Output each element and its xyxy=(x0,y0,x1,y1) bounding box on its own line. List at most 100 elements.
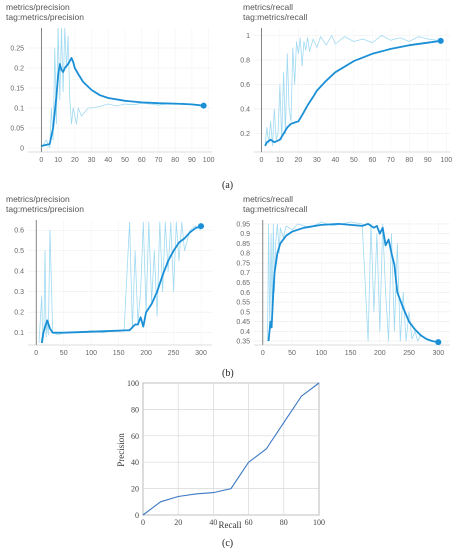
chart-3-ytick-label: 0.35 xyxy=(236,339,250,346)
chart-2-ytick-label: 0.5 xyxy=(14,248,24,255)
chart-3-xtick-label: 200 xyxy=(374,350,386,357)
chart-3-ytick-label: 0.75 xyxy=(236,260,250,267)
chart-a-precision-title: metrics/precision xyxy=(6,2,70,12)
chart-b-precision-title: metrics/precision xyxy=(6,194,70,204)
chart-b-recall-subtitle: tag:metrics/recall xyxy=(243,204,307,214)
chart-1-xtick-label: 100 xyxy=(440,157,452,164)
subfigure-label-c: (c) xyxy=(222,538,233,549)
chart-0-ytick-label: 0 xyxy=(20,146,24,153)
chart-2-ytick-label: 0.4 xyxy=(14,269,24,276)
chart-3-ytick-label: 0.55 xyxy=(236,300,250,307)
subfigure-label-b: (b) xyxy=(222,368,234,379)
chart-2-xtick-label: 200 xyxy=(140,350,152,357)
chart-0-last-point-marker xyxy=(200,102,207,109)
chart-2-xtick-label: 300 xyxy=(195,350,207,357)
chart-1-smoothed-line xyxy=(264,40,441,147)
chart-c-frame xyxy=(142,382,320,516)
chart-0-xtick-label: 80 xyxy=(171,157,179,164)
chart-1-xtick-label: 10 xyxy=(276,157,284,164)
chart-3-ytick-label: 0.65 xyxy=(236,280,250,287)
chart-0-xtick-label: 10 xyxy=(54,157,62,164)
chart-3-ytick-label: 0.8 xyxy=(240,251,250,258)
chart-3-ytick-label: 0.5 xyxy=(240,309,250,316)
chart-c-xtick-label: 0 xyxy=(141,518,145,527)
chart-0-ytick-label: 0.2 xyxy=(14,66,24,73)
chart-c-ytick-label: 80 xyxy=(131,405,139,414)
chart-2-xtick-label: 250 xyxy=(168,350,180,357)
chart-3-xtick-label: 300 xyxy=(432,350,444,357)
chart-1-ytick-label: 0.2 xyxy=(240,131,250,138)
chart-2-xtick-label: 0 xyxy=(34,350,38,357)
chart-c-xtick-label: 60 xyxy=(245,518,253,527)
chart-c-ytick-label: 40 xyxy=(131,458,139,467)
chart-2-ytick-label: 0.6 xyxy=(14,228,24,235)
chart-3-ytick-label: 0.7 xyxy=(240,270,250,277)
chart-c-xlabel: Recall xyxy=(219,520,242,530)
chart-0-xtick-label: 60 xyxy=(138,157,146,164)
subfigure-label-a: (a) xyxy=(222,180,233,191)
chart-2-ytick-label: 0.3 xyxy=(14,289,24,296)
chart-c-xtick-label: 80 xyxy=(280,518,288,527)
chart-1-last-point-marker xyxy=(437,37,444,44)
chart-c-ytick-label: 20 xyxy=(131,485,139,494)
chart-0-xtick-label: 50 xyxy=(121,157,129,164)
chart-3-ytick-label: 0.4 xyxy=(240,329,250,336)
chart-a-recall-subtitle: tag:metrics/recall xyxy=(243,12,307,22)
chart-1-raw-line xyxy=(264,35,442,147)
chart-b-recall-title: metrics/recall xyxy=(243,194,293,204)
chart-2-smoothed-line xyxy=(40,225,202,344)
chart-3-last-point-marker xyxy=(435,339,442,346)
chart-2-ytick-label: 0.1 xyxy=(14,330,24,337)
chart-c-ytick-label: 100 xyxy=(127,379,139,388)
chart-c-ytick-label: 60 xyxy=(131,432,139,441)
chart-1-xtick-label: 0 xyxy=(259,157,263,164)
chart-b-precision-subtitle: tag:metrics/precision xyxy=(6,204,84,214)
chart-3-xtick-label: 250 xyxy=(403,350,415,357)
chart-1-ytick-label: 0.6 xyxy=(240,82,250,89)
chart-3-xtick-label: 0 xyxy=(261,350,265,357)
chart-c-xtick-label: 40 xyxy=(209,518,217,527)
chart-a-recall: metrics/recall tag:metrics/recall 0.2 0.4… xyxy=(240,2,452,164)
chart-1-xtick-label: 30 xyxy=(313,157,321,164)
chart-0-smoothed-line xyxy=(41,57,204,147)
chart-2-xtick-label: 150 xyxy=(113,350,125,357)
chart-2-last-point-marker xyxy=(198,223,205,230)
chart-0-xtick-label: 100 xyxy=(203,157,215,164)
chart-3-ytick-label: 0.95 xyxy=(236,221,250,228)
chart-0-xtick-label: 20 xyxy=(71,157,79,164)
chart-c-xtick-label: 20 xyxy=(174,518,182,527)
chart-0-xtick-label: 90 xyxy=(188,157,196,164)
chart-3-ytick-label: 0.85 xyxy=(236,241,250,248)
chart-c-ytick-label: 0 xyxy=(135,511,139,520)
chart-c-series-line xyxy=(142,382,320,516)
chart-0-ytick-label: 0.1 xyxy=(14,106,24,113)
chart-3-raw-line xyxy=(267,221,439,342)
chart-3-xtick-label: 150 xyxy=(345,350,357,357)
chart-0-xtick-label: 0 xyxy=(39,157,43,164)
chart-c-ylabel: Precision xyxy=(116,433,126,467)
chart-0-xtick-label: 30 xyxy=(88,157,96,164)
chart-2-raw-line xyxy=(38,221,202,344)
chart-0-ytick-label: 0.05 xyxy=(10,126,24,133)
chart-3-ytick-label: 0.6 xyxy=(240,290,250,297)
chart-1-xtick-label: 50 xyxy=(350,157,358,164)
chart-1-xtick-label: 90 xyxy=(424,157,432,164)
chart-1-xtick-label: 20 xyxy=(294,157,302,164)
chart-b-precision: metrics/precision tag:metrics/precision … xyxy=(6,194,212,357)
chart-1-ytick-label: 0.8 xyxy=(240,57,250,64)
chart-2-xtick-label: 100 xyxy=(85,350,97,357)
chart-0-raw-line xyxy=(41,28,204,149)
chart-0-ytick-label: 0.25 xyxy=(10,46,24,53)
chart-1-ytick-label: 1 xyxy=(246,33,250,40)
chart-2-ytick-label: 0.2 xyxy=(14,310,24,317)
chart-1-xtick-label: 80 xyxy=(405,157,413,164)
chart-1-ytick-label: 0.4 xyxy=(240,107,250,114)
chart-1-xtick-label: 40 xyxy=(331,157,339,164)
chart-2-xtick-label: 50 xyxy=(60,350,68,357)
chart-3-smoothed-line xyxy=(267,222,439,343)
chart-3-ytick-label: 0.9 xyxy=(240,231,250,238)
chart-1-xtick-label: 60 xyxy=(368,157,376,164)
chart-0-ytick-label: 0.15 xyxy=(10,86,24,93)
chart-3-ytick-label: 0.45 xyxy=(236,319,250,326)
